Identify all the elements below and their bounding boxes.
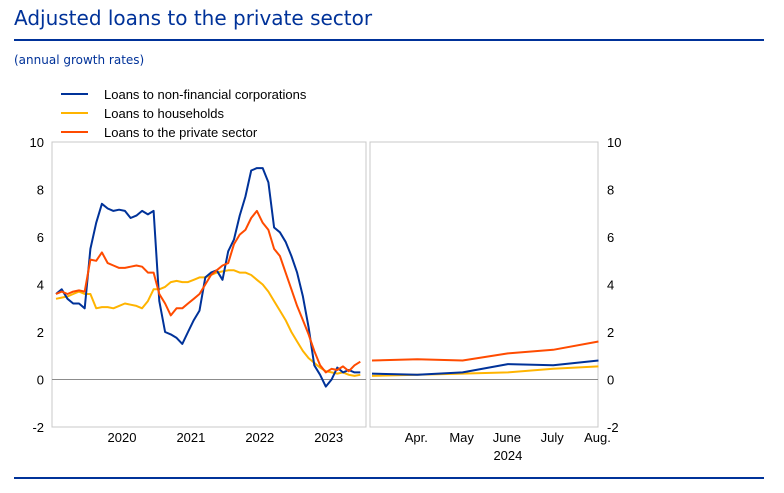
x-tick-label-month: Aug.	[584, 430, 611, 445]
y-tick-label-left: 6	[37, 230, 44, 245]
legend-label: Loans to households	[104, 106, 224, 121]
x-tick-label-year: 2021	[176, 430, 205, 445]
x-tick-label-month: Apr.	[405, 430, 428, 445]
x-axis-label-year: 2024	[493, 448, 522, 463]
y-tick-label-left: 10	[30, 135, 44, 150]
chart-subtitle: (annual growth rates)	[14, 53, 145, 67]
panel-frame-monthly	[51, 141, 367, 428]
title-rule	[14, 39, 764, 41]
x-tick-label-year: 2023	[314, 430, 343, 445]
series-line-2024-loans-to-the-private-sector	[371, 340, 599, 362]
x-tick-label-year: 2022	[245, 430, 274, 445]
series-line-loans-to-the-private-sector	[55, 209, 361, 374]
y-tick-label-left: 2	[37, 325, 44, 340]
y-tick-label-right: 10	[607, 135, 621, 150]
y-tick-label-left: 4	[37, 278, 44, 293]
y-tick-label-right: 0	[607, 373, 614, 388]
y-tick-label-left: 8	[37, 183, 44, 198]
series-line-loans-to-non-financial-corporations	[55, 167, 361, 388]
x-tick-label-month: May	[449, 430, 474, 445]
y-tick-label-right: 8	[607, 183, 614, 198]
y-tick-label-right: 4	[607, 278, 614, 293]
y-tick-label-left: -2	[32, 420, 44, 435]
series-line-2024-loans-to-non-financial-corporations	[371, 359, 599, 376]
panel-frame-2024	[369, 141, 599, 428]
y-tick-label-right: 6	[607, 230, 614, 245]
x-tick-label-year: 2020	[108, 430, 137, 445]
x-tick-label-month: July	[541, 430, 565, 445]
chart-title: Adjusted loans to the private sector	[14, 6, 373, 30]
x-tick-label-month: June	[493, 430, 521, 445]
legend-label: Loans to non-financial corporations	[104, 87, 307, 102]
legend-label: Loans to the private sector	[104, 125, 258, 140]
y-tick-label-left: 0	[37, 373, 44, 388]
bottom-rule	[14, 477, 764, 479]
y-tick-label-right: 2	[607, 325, 614, 340]
y-tick-label-right: -2	[607, 420, 619, 435]
series-line-loans-to-households	[55, 269, 361, 377]
